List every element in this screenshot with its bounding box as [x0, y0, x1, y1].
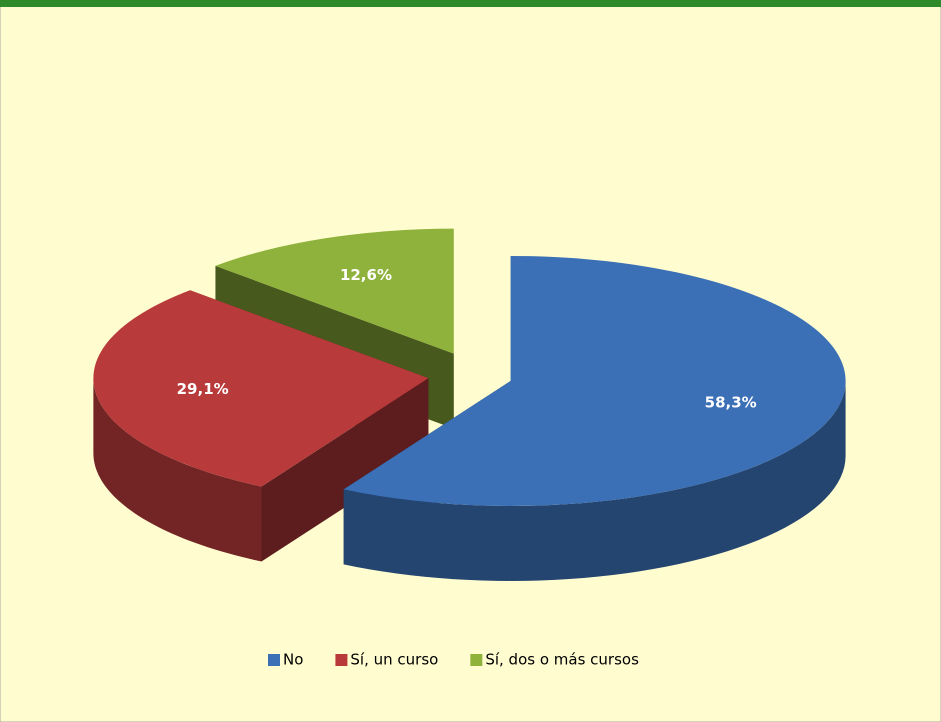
legend-label: Sí, dos o más cursos	[485, 651, 639, 669]
data-label: 58,3%	[705, 393, 757, 411]
top-bar	[0, 0, 941, 7]
legend-swatch	[470, 654, 483, 666]
legend-label: No	[283, 651, 303, 669]
slice	[215, 228, 454, 354]
slice-side	[343, 380, 846, 581]
slice	[93, 290, 429, 487]
slice-side	[93, 378, 262, 562]
data-label: 29,1%	[177, 380, 229, 398]
slice	[343, 255, 846, 506]
legend-swatch	[335, 654, 348, 666]
data-label: 12,6%	[340, 266, 392, 284]
legend-swatch	[268, 654, 280, 666]
legend-label: Sí, un curso	[350, 651, 438, 669]
